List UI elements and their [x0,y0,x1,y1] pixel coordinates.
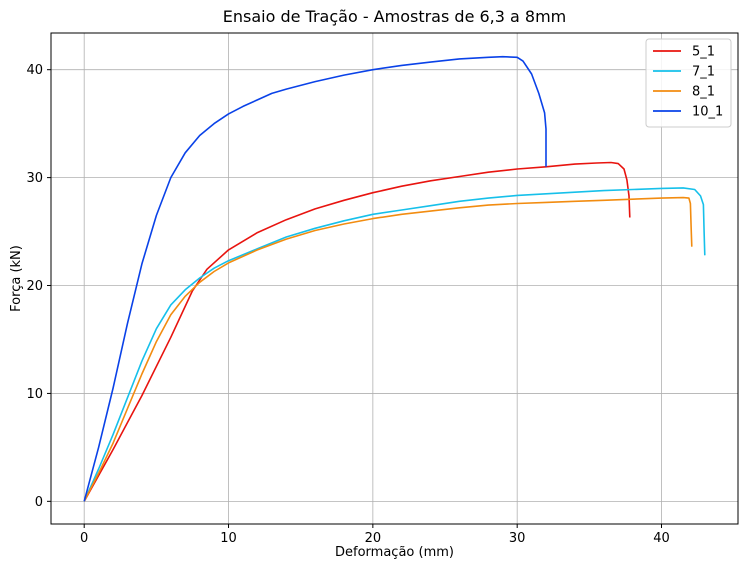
legend-box [645,38,732,128]
x-tick-label: 10 [220,531,237,546]
y-axis-label: Força (kN) [9,245,24,312]
x-tick-label: 30 [509,531,526,546]
legend-label: 10_1 [692,105,723,120]
axis-ticks: 0 10 20 30 40 0 10 20 30 40 [26,63,669,546]
series-line-10-1 [83,55,547,502]
y-tick-label: 30 [26,171,43,186]
y-tick-label: 0 [35,495,43,510]
series-line-7-1 [83,187,706,502]
x-tick-label: 40 [653,531,670,546]
series-line-8-1 [83,196,693,502]
x-axis-label: Deformação (mm) [335,545,454,560]
y-tick-label: 40 [26,63,43,78]
legend: 5_1 7_1 8_1 10_1 [645,38,732,128]
legend-label: 5_1 [692,45,715,60]
series-layer [83,55,706,502]
x-tick-label: 20 [365,531,382,546]
chart-title: Ensaio de Tração - Amostras de 6,3 a 8mm [223,7,567,26]
y-tick-label: 10 [26,387,43,402]
legend-label: 8_1 [692,85,715,100]
x-tick-label: 0 [80,531,88,546]
y-tick-label: 20 [26,279,43,294]
plot-frame [50,32,739,525]
legend-label: 7_1 [692,65,715,80]
